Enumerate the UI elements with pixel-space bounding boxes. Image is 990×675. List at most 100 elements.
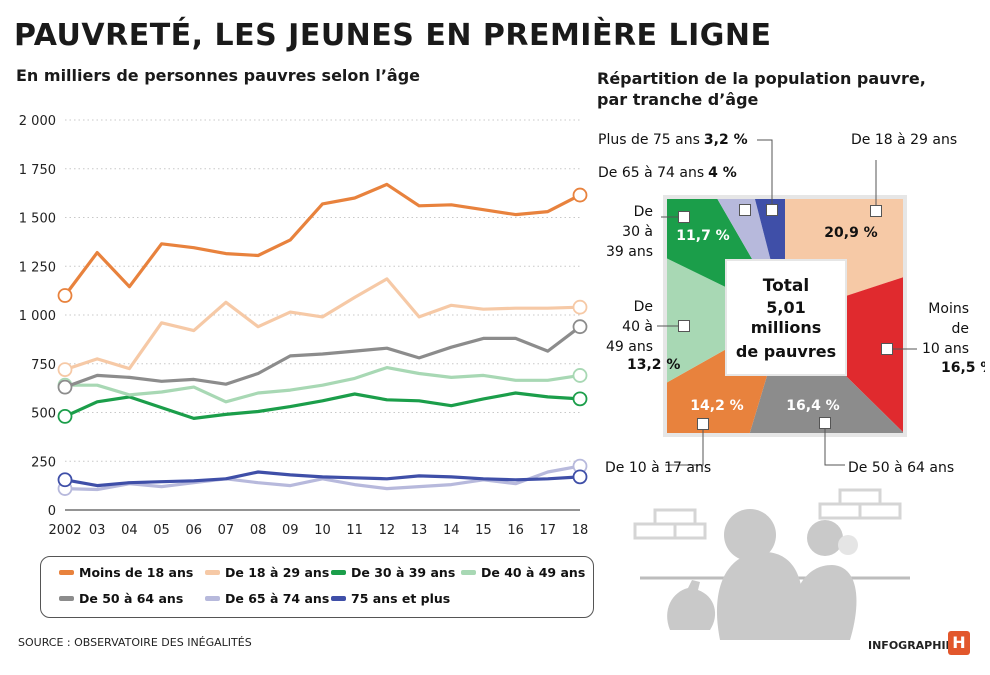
y-tick-label: 0 bbox=[48, 504, 56, 519]
legend-item: De 30 à 39 ans bbox=[331, 565, 455, 580]
slice-value-label: 4 % bbox=[708, 165, 737, 181]
series-1 bbox=[57, 277, 588, 378]
y-tick-label: 1 000 bbox=[19, 309, 56, 324]
y-tick-label: 1 250 bbox=[19, 260, 56, 275]
pie-center-label: millions bbox=[751, 318, 822, 337]
endpoint-marker bbox=[57, 408, 73, 424]
x-tick-label: 08 bbox=[250, 523, 267, 538]
x-tick-label: 06 bbox=[185, 523, 202, 538]
endpoint-marker bbox=[572, 187, 588, 203]
x-tick-label: 16 bbox=[507, 523, 524, 538]
pie-chart-title: Répartition de la population pauvre, par… bbox=[597, 68, 957, 110]
pie-center-box bbox=[725, 259, 847, 376]
slice-marker bbox=[766, 204, 778, 216]
pie-center-label: Total bbox=[763, 276, 809, 296]
x-tick-label: 07 bbox=[218, 523, 235, 538]
brick-icon bbox=[818, 502, 862, 520]
brick-icon bbox=[838, 488, 882, 506]
pie-label-group: De 10 à 17 ans 14,2 % bbox=[605, 398, 744, 476]
pie-labels: De 18 à 29 ans 20,9 % Moins de 10 ans 16,5 % D… bbox=[598, 132, 985, 476]
x-tick-label: 2002 bbox=[48, 523, 81, 538]
series-line bbox=[63, 470, 582, 488]
legend-label: 75 ans et plus bbox=[351, 591, 451, 606]
family-silhouette-icon bbox=[667, 509, 858, 640]
y-tick-label: 2 000 bbox=[19, 114, 56, 129]
pie-center-label: 5,01 bbox=[766, 298, 805, 317]
slice-category-label: Plus de 75 ans 3,2 % bbox=[598, 132, 748, 148]
pie-frame bbox=[663, 195, 907, 437]
slice-value-label: 16,4 % bbox=[786, 398, 839, 414]
series-2 bbox=[57, 391, 588, 424]
series-4 bbox=[57, 319, 588, 395]
x-tick-label: 18 bbox=[572, 523, 589, 538]
slice-category-label: 30 à bbox=[622, 224, 653, 240]
pie-label-group: Moins de 10 ans 16,5 % bbox=[881, 301, 985, 376]
slice-marker bbox=[697, 418, 709, 430]
series-3 bbox=[57, 366, 588, 404]
y-tick-label: 1 750 bbox=[19, 163, 56, 178]
slice-value-label: 11,7 % bbox=[676, 228, 729, 244]
slice-category-label: 39 ans bbox=[606, 244, 653, 260]
brick-icon bbox=[653, 508, 697, 526]
legend-label: De 50 à 64 ans bbox=[79, 591, 184, 606]
slice-value-label: 16,5 % bbox=[941, 360, 985, 376]
pie-label-group: De 65 à 74 ans 4 % bbox=[598, 165, 751, 216]
legend-item: De 40 à 49 ans bbox=[461, 565, 585, 580]
pie-label-group: De 18 à 29 ans 20,9 % bbox=[824, 132, 957, 241]
slice-category-label: De 65 à 74 ans 4 % bbox=[598, 165, 737, 181]
endpoint-marker bbox=[572, 391, 588, 407]
x-tick-label: 15 bbox=[475, 523, 492, 538]
x-tick-label: 13 bbox=[411, 523, 428, 538]
pie-title-line-1: Répartition de la population pauvre, bbox=[597, 69, 926, 88]
y-tick-label: 1 500 bbox=[19, 212, 56, 227]
x-tick-label: 03 bbox=[89, 523, 106, 538]
slice-value-label: 13,2 % bbox=[627, 357, 680, 373]
x-tick-label: 14 bbox=[443, 523, 460, 538]
x-tick-label: 09 bbox=[282, 523, 299, 538]
slice-value-label: 20,9 % bbox=[824, 225, 877, 241]
brick-icon bbox=[858, 502, 902, 520]
legend-label: Moins de 18 ans bbox=[79, 565, 194, 580]
pie-label-group: De 40 à 49 ans 13,2 % bbox=[606, 299, 690, 373]
slice-category-label: De 50 à 64 ans bbox=[848, 460, 954, 476]
x-axis-ticks: 2002 03 04 05 06 07 08 09 10 11 12 13 14 15 16 17 18 bbox=[48, 523, 588, 538]
line-chart-subtitle: En milliers de personnes pauvres selon l… bbox=[16, 66, 421, 85]
y-axis-ticks: 0 250 500 750 1 000 1 250 1 500 1 750 2 000 bbox=[19, 114, 56, 519]
brick-icon bbox=[633, 522, 677, 540]
slice-marker bbox=[739, 204, 751, 216]
slice-category-label: 40 à bbox=[622, 319, 653, 335]
brick-icon bbox=[673, 522, 707, 540]
line-chart: 0 250 500 750 1 000 1 250 1 500 1 750 2 000 2002… bbox=[19, 114, 588, 538]
x-tick-label: 04 bbox=[121, 523, 138, 538]
legend-swatch bbox=[205, 570, 220, 575]
y-tick-label: 750 bbox=[31, 358, 56, 373]
legend-swatch bbox=[331, 570, 346, 575]
x-tick-label: 12 bbox=[379, 523, 396, 538]
slice-marker bbox=[678, 320, 690, 332]
x-tick-label: 05 bbox=[153, 523, 170, 538]
legend-label: De 30 à 39 ans bbox=[351, 565, 456, 580]
pie-center-label: de pauvres bbox=[736, 342, 836, 361]
slice-category-label: de bbox=[952, 321, 970, 337]
series-line bbox=[63, 464, 582, 492]
series-line bbox=[63, 391, 582, 420]
endpoint-marker bbox=[57, 362, 73, 378]
endpoint-marker bbox=[57, 379, 73, 395]
pie-label-group: De 30 à 39 ans 11,7 % bbox=[606, 204, 730, 260]
x-tick-label: 11 bbox=[346, 523, 363, 538]
legend-label: De 40 à 49 ans bbox=[481, 565, 586, 580]
line-chart-grid bbox=[65, 119, 580, 511]
line-chart-legend: Moins de 18 ans De 18 à 29 ans De 30 à 39 … bbox=[40, 556, 594, 618]
endpoint-marker bbox=[572, 319, 588, 335]
x-tick-label: 10 bbox=[314, 523, 331, 538]
endpoint-marker bbox=[572, 368, 588, 383]
legend-swatch bbox=[59, 570, 74, 575]
legend-item: Moins de 18 ans bbox=[59, 565, 193, 580]
slice-category-label: 49 ans bbox=[606, 339, 653, 355]
poverty-illustration-icon bbox=[633, 488, 910, 640]
slice-category-label: De 10 à 17 ans bbox=[605, 460, 711, 476]
slice-category-label: De bbox=[634, 204, 653, 220]
slice-category-label: De bbox=[634, 299, 653, 315]
legend-item: 75 ans et plus bbox=[331, 591, 450, 606]
